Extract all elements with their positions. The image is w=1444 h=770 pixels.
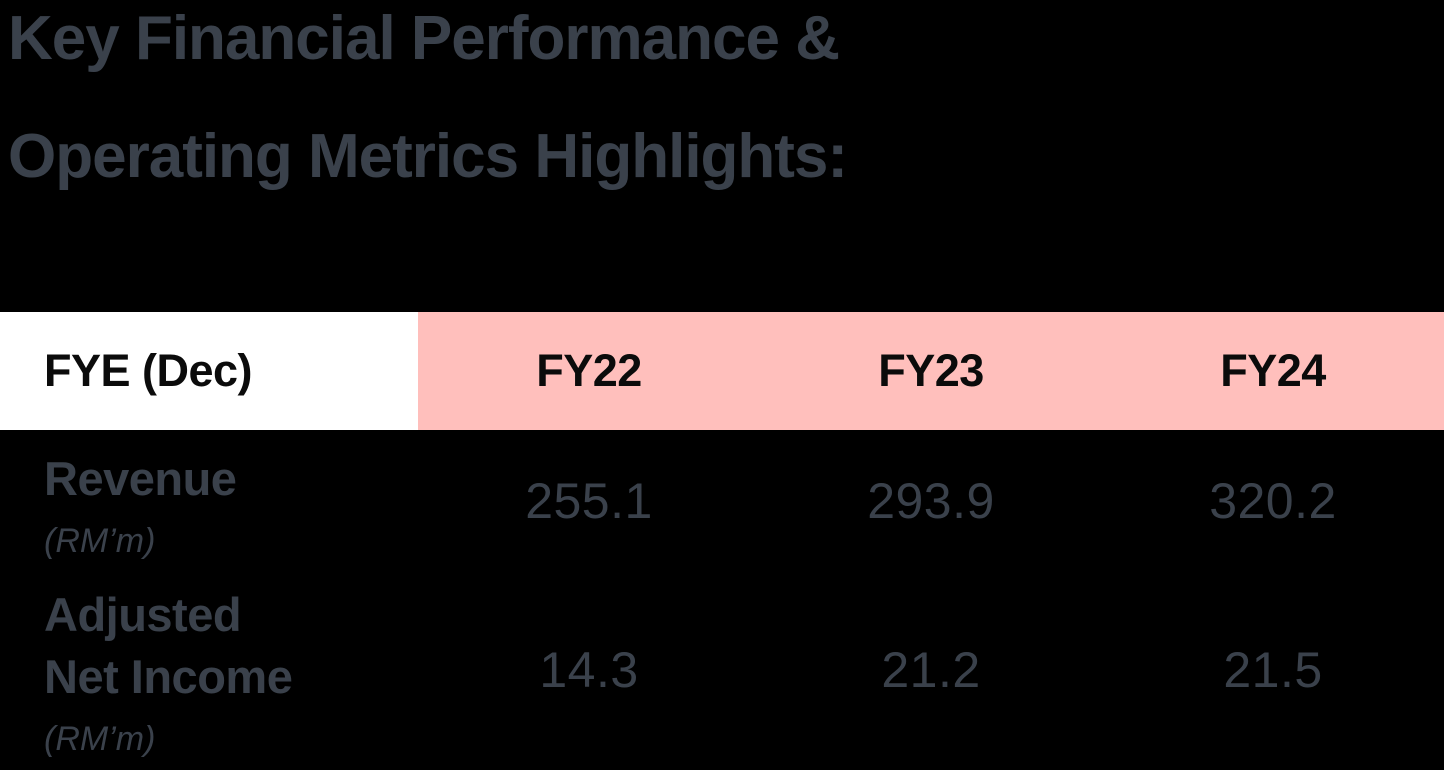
metric-name-adjusted: Adjusted <box>44 588 242 641</box>
value-adjusted-net-income-fy24: 21.5 <box>1223 642 1323 698</box>
metric-name-revenue: Revenue <box>44 452 237 505</box>
table-header-row: FYE (Dec) FY22 FY23 FY24 <box>0 312 1444 430</box>
header-label-fy22: FY22 <box>536 345 642 396</box>
header-cell-fye-dec: FYE (Dec) <box>0 312 418 430</box>
header-label-fy24: FY24 <box>1220 345 1326 396</box>
metric-name-net-income: Net Income <box>44 650 293 703</box>
metric-unit-adjusted-net-income: (RM’m) <box>44 720 156 758</box>
page-title: Key Financial Performance & Operating Me… <box>8 0 848 216</box>
header-cell-fy22: FY22 <box>418 312 760 430</box>
value-adjusted-net-income-fy22: 14.3 <box>539 642 639 698</box>
page-title-line-2: Operating Metrics Highlights: <box>8 122 848 191</box>
value-adjusted-net-income-fy23: 21.2 <box>881 642 981 698</box>
header-cell-fy24: FY24 <box>1102 312 1444 430</box>
value-revenue-fy24: 320.2 <box>1209 473 1337 529</box>
value-revenue-fy22: 255.1 <box>525 473 653 529</box>
table-row-revenue: Revenue (RM’m) 255.1 293.9 320.2 <box>0 430 1444 560</box>
header-label-fy23: FY23 <box>878 345 984 396</box>
metric-label-adjusted-net-income: Adjusted Net Income (RM’m) <box>0 570 418 770</box>
financial-highlights-table: FYE (Dec) FY22 FY23 FY24 Revenue (RM’m) … <box>0 312 1444 761</box>
header-label-fye-dec: FYE (Dec) <box>44 345 253 396</box>
metric-label-revenue: Revenue (RM’m) <box>0 430 418 572</box>
table-row-adjusted-net-income: Adjusted Net Income (RM’m) 14.3 21.2 21.… <box>0 570 1444 761</box>
metric-unit-revenue: (RM’m) <box>44 522 156 560</box>
header-cell-fy23: FY23 <box>760 312 1102 430</box>
page-title-line-1: Key Financial Performance & <box>8 4 840 73</box>
value-revenue-fy23: 293.9 <box>867 473 995 529</box>
